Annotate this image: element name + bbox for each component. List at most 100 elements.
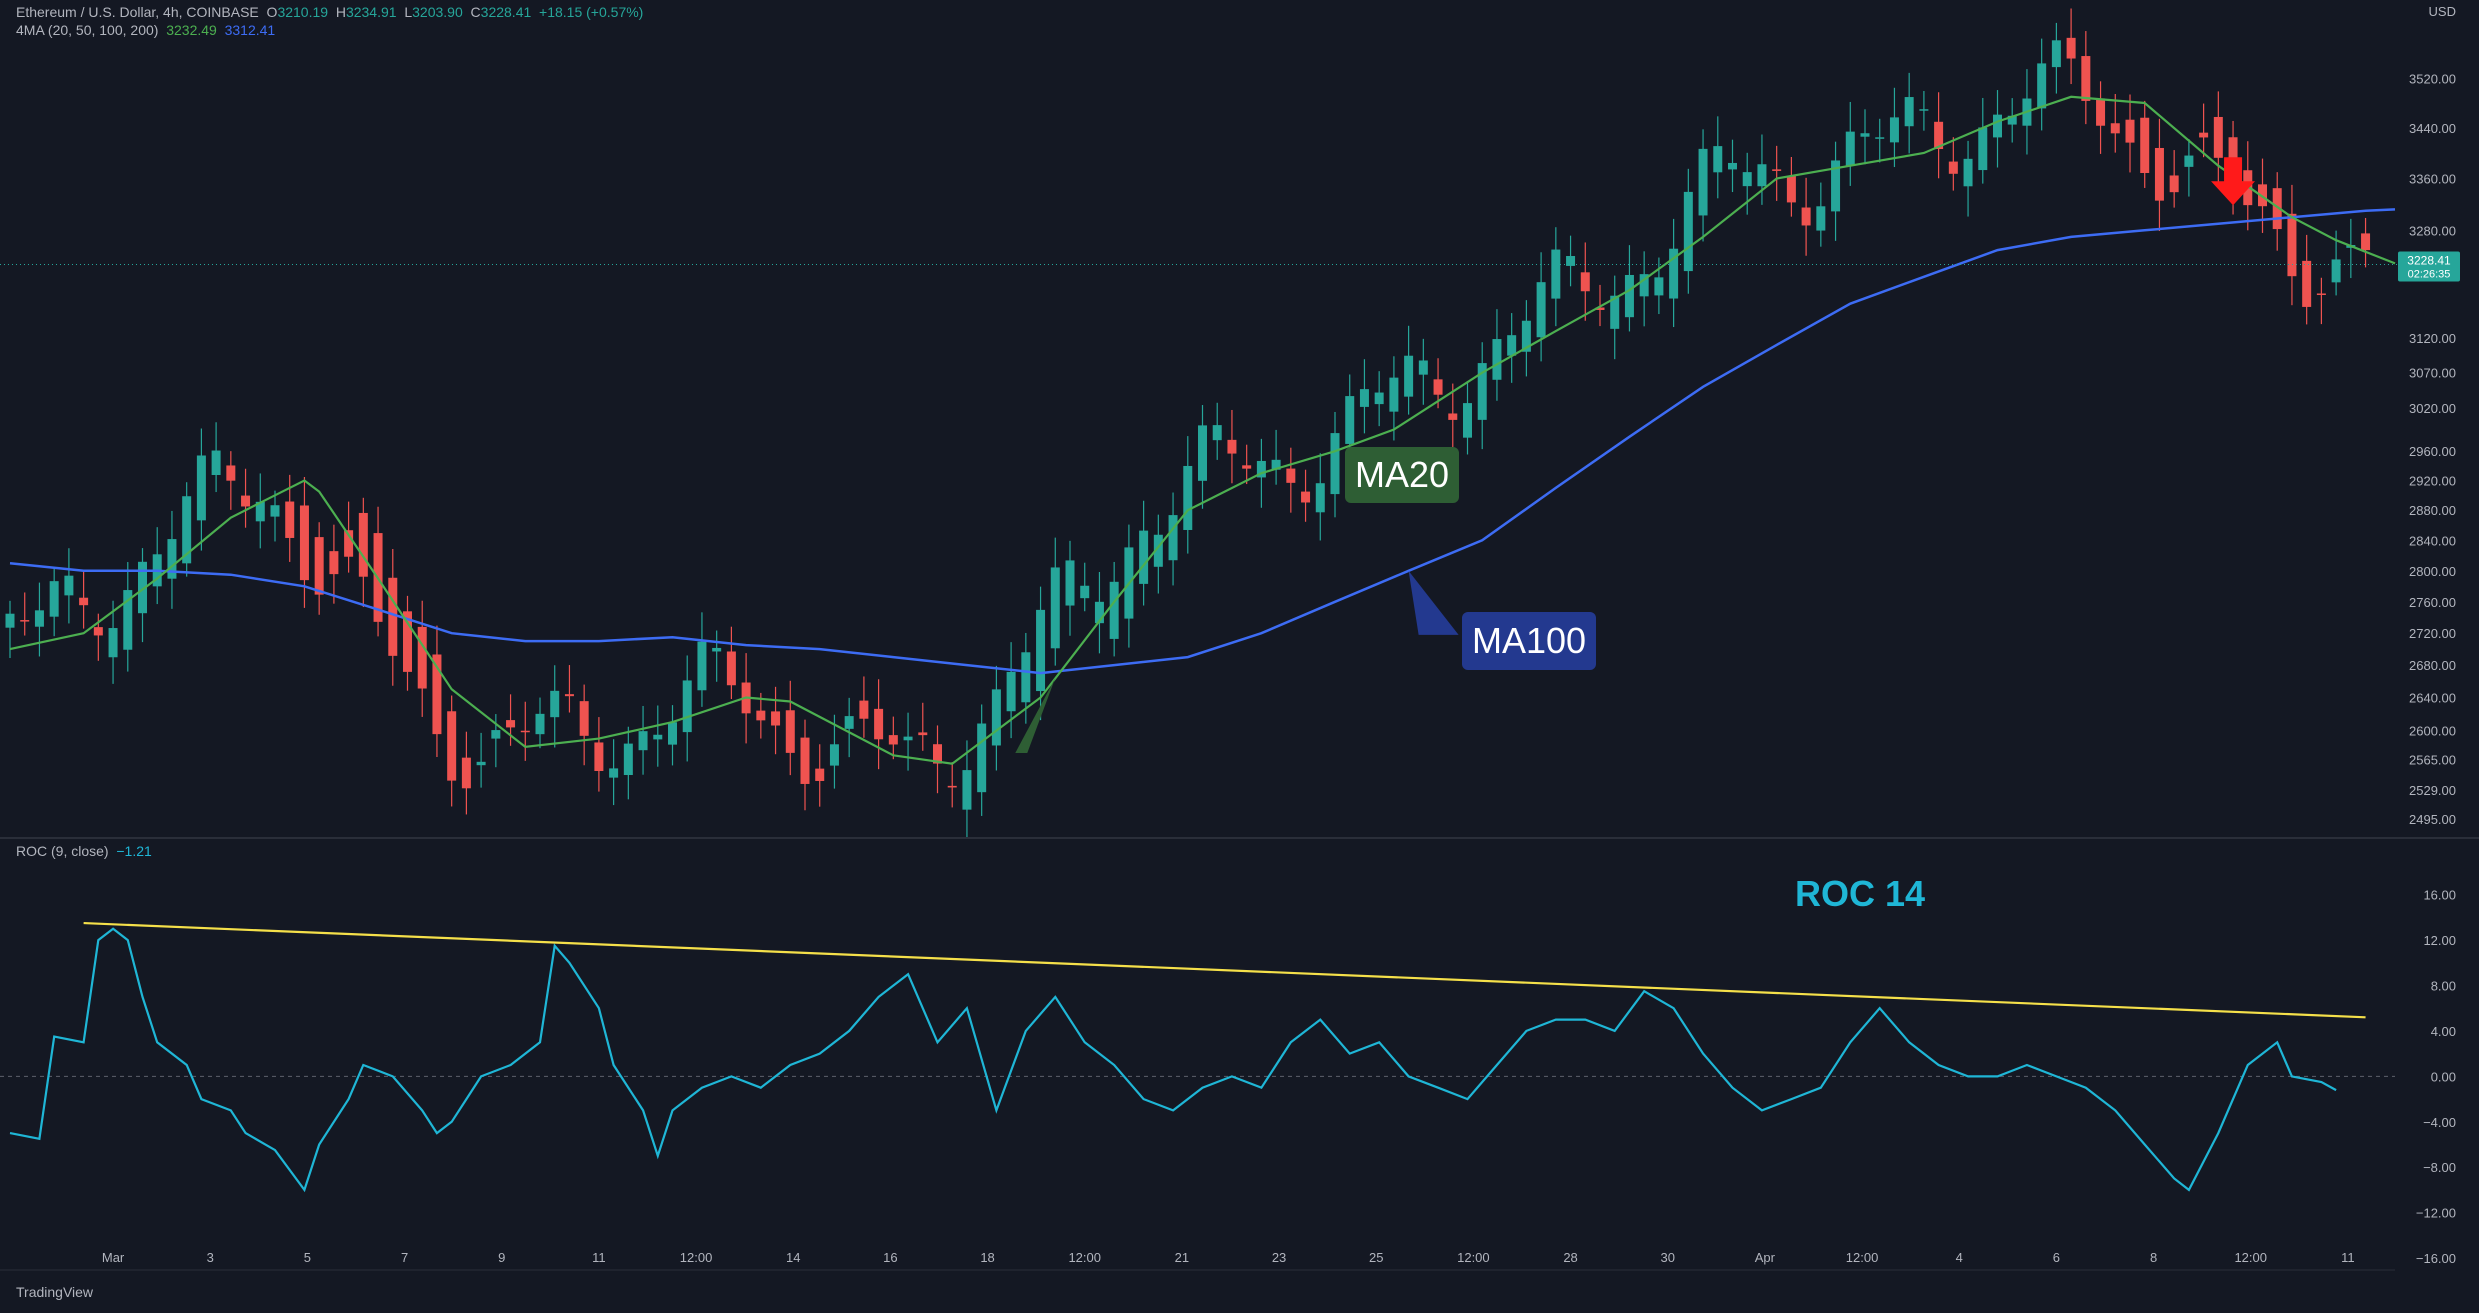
candle[interactable] xyxy=(1889,87,1899,168)
candle[interactable] xyxy=(1374,371,1384,427)
candle[interactable] xyxy=(1139,500,1149,606)
candle[interactable] xyxy=(2110,93,2120,153)
candle[interactable] xyxy=(594,717,604,792)
candle[interactable] xyxy=(1654,257,1664,315)
candle[interactable] xyxy=(403,595,412,691)
candle[interactable] xyxy=(2316,277,2326,325)
candle[interactable] xyxy=(447,695,457,807)
candle[interactable] xyxy=(1772,145,1782,201)
candle[interactable] xyxy=(1860,109,1870,165)
candle[interactable] xyxy=(1094,571,1104,654)
candle[interactable] xyxy=(2081,31,2091,125)
candle[interactable] xyxy=(1271,429,1281,485)
candle[interactable] xyxy=(2272,172,2282,251)
candle[interactable] xyxy=(1463,381,1472,455)
candle[interactable] xyxy=(2287,184,2297,306)
candle[interactable] xyxy=(1301,469,1311,522)
currency-label[interactable]: USD xyxy=(2429,4,2456,19)
candle[interactable] xyxy=(211,422,221,493)
candle[interactable] xyxy=(1492,309,1502,401)
candle[interactable] xyxy=(712,630,722,682)
candle[interactable] xyxy=(1831,141,1841,241)
candle[interactable] xyxy=(182,482,192,577)
roc-pane[interactable]: ROC 14 xyxy=(0,873,2395,1193)
candle[interactable] xyxy=(1742,152,1752,215)
candle[interactable] xyxy=(432,625,442,757)
candle[interactable] xyxy=(1065,540,1075,636)
candle[interactable] xyxy=(874,679,884,770)
candle[interactable] xyxy=(344,501,354,573)
candle[interactable] xyxy=(2169,150,2179,208)
candle[interactable] xyxy=(697,612,707,707)
candle[interactable] xyxy=(2199,103,2209,158)
candle[interactable] xyxy=(1669,218,1679,328)
price-pane[interactable]: MA20 MA100 xyxy=(0,8,2400,838)
candle[interactable] xyxy=(1153,514,1163,594)
candle[interactable] xyxy=(1919,90,1929,131)
candle[interactable] xyxy=(1948,137,1958,191)
tradingview-logo[interactable]: TradingView xyxy=(16,1284,93,1300)
candle[interactable] xyxy=(2184,138,2194,197)
candle[interactable] xyxy=(2331,230,2341,296)
candle[interactable] xyxy=(506,694,516,746)
candle[interactable] xyxy=(1212,402,1222,460)
candle[interactable] xyxy=(888,716,898,760)
candle[interactable] xyxy=(138,548,147,643)
candle[interactable] xyxy=(726,626,736,700)
candle[interactable] xyxy=(270,490,280,542)
candle[interactable] xyxy=(1875,118,1885,163)
candle[interactable] xyxy=(2154,118,2164,231)
candle[interactable] xyxy=(771,686,781,755)
candle[interactable] xyxy=(64,548,74,624)
candle[interactable] xyxy=(1845,101,1855,186)
candle[interactable] xyxy=(785,680,795,776)
ma-legend[interactable]: 4MA (20, 50, 100, 200) 3232.49 3312.41 xyxy=(16,22,275,38)
candle[interactable] xyxy=(1551,227,1561,327)
roc-legend[interactable]: ROC (9, close) −1.21 xyxy=(16,843,152,859)
candle[interactable] xyxy=(2140,100,2150,188)
candle[interactable] xyxy=(1521,300,1531,377)
candle[interactable] xyxy=(1359,359,1369,434)
candle[interactable] xyxy=(903,712,913,771)
candle[interactable] xyxy=(815,744,825,807)
candle[interactable] xyxy=(1404,325,1414,415)
candle[interactable] xyxy=(1183,436,1193,554)
candle[interactable] xyxy=(123,562,133,672)
candle[interactable] xyxy=(2302,234,2312,325)
candle[interactable] xyxy=(1713,116,1723,199)
candle[interactable] xyxy=(167,510,177,609)
candle[interactable] xyxy=(1315,453,1325,541)
candle[interactable] xyxy=(314,522,324,615)
candle[interactable] xyxy=(564,665,574,713)
candle[interactable] xyxy=(918,702,928,751)
candle[interactable] xyxy=(1050,537,1060,666)
candle[interactable] xyxy=(20,592,30,636)
roc-line[interactable] xyxy=(9,927,2337,1193)
candle[interactable] xyxy=(2096,81,2106,154)
candle[interactable] xyxy=(859,676,869,738)
candle[interactable] xyxy=(933,725,942,794)
candle[interactable] xyxy=(34,582,44,657)
candle[interactable] xyxy=(358,497,368,608)
candle[interactable] xyxy=(653,705,663,767)
candle[interactable] xyxy=(991,665,1001,771)
candle[interactable] xyxy=(1418,338,1428,405)
candle[interactable] xyxy=(1610,275,1620,360)
candle[interactable] xyxy=(1757,134,1767,205)
candle[interactable] xyxy=(285,474,295,562)
candle[interactable] xyxy=(800,719,810,811)
candle[interactable] xyxy=(417,600,427,717)
candle[interactable] xyxy=(550,665,560,748)
candle[interactable] xyxy=(520,701,530,761)
candle[interactable] xyxy=(388,549,398,686)
candle[interactable] xyxy=(1963,140,1973,217)
candle[interactable] xyxy=(2037,38,2047,131)
candle[interactable] xyxy=(947,762,957,808)
candle[interactable] xyxy=(1536,252,1546,362)
candle[interactable] xyxy=(241,468,251,528)
candle[interactable] xyxy=(1801,177,1811,256)
candle[interactable] xyxy=(1198,405,1207,509)
candle[interactable] xyxy=(1728,139,1737,193)
ma100-callout-box[interactable] xyxy=(1462,612,1596,670)
candle[interactable] xyxy=(1507,313,1517,383)
